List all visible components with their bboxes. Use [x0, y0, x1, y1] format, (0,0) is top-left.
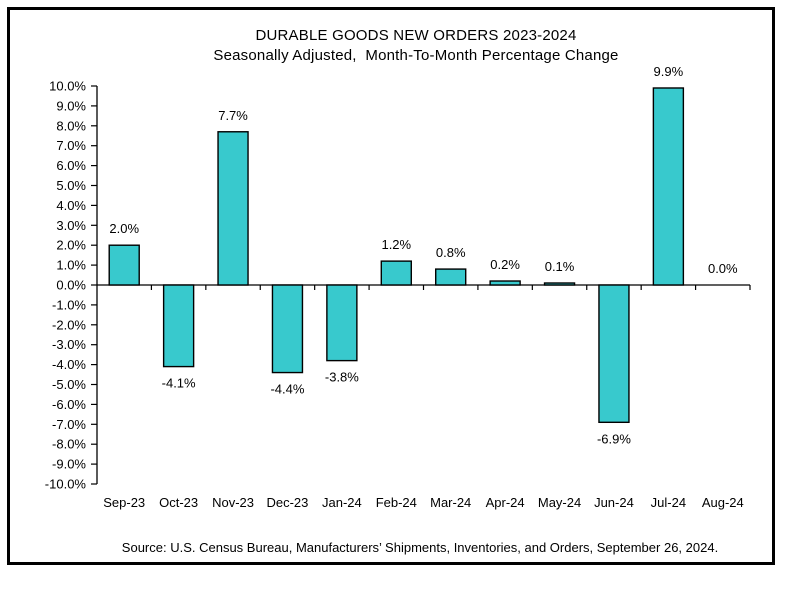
- bar-value-label: 0.1%: [545, 259, 575, 274]
- x-category-label: May-24: [538, 495, 581, 510]
- y-tick-label: 8.0%: [56, 118, 86, 133]
- y-tick-label: 2.0%: [56, 238, 86, 253]
- x-category-label: Jan-24: [322, 495, 362, 510]
- bar: [652, 87, 685, 286]
- x-category-label: Nov-23: [212, 495, 254, 510]
- y-tick-label: -8.0%: [52, 437, 86, 452]
- y-tick-label: -4.0%: [52, 357, 86, 372]
- chart-title: DURABLE GOODS NEW ORDERS 2023-2024: [255, 27, 577, 44]
- x-category-label: Mar-24: [430, 495, 471, 510]
- bar-value-label: -3.8%: [325, 370, 359, 385]
- bar: [435, 268, 467, 286]
- y-tick-label: -5.0%: [52, 377, 86, 392]
- bar-value-label: 0.8%: [436, 245, 466, 260]
- bar-value-label: -6.9%: [597, 431, 631, 446]
- bar-value-label: 2.0%: [109, 221, 139, 236]
- bar: [380, 260, 412, 286]
- x-category-label: Jun-24: [594, 495, 634, 510]
- bar-value-label: 7.7%: [218, 108, 248, 123]
- bar-value-label: 0.2%: [490, 257, 520, 272]
- bar: [326, 284, 358, 362]
- y-tick-label: -10.0%: [45, 477, 87, 492]
- y-tick-label: 9.0%: [56, 98, 86, 113]
- x-category-label: Feb-24: [376, 495, 417, 510]
- bar-value-label: -4.4%: [270, 382, 304, 397]
- y-tick-label: 6.0%: [56, 158, 86, 173]
- bar-value-label: 9.9%: [654, 64, 684, 79]
- y-tick-label: -1.0%: [52, 297, 86, 312]
- x-category-label: Aug-24: [702, 495, 744, 510]
- y-tick-label: -2.0%: [52, 317, 86, 332]
- bar: [217, 131, 249, 286]
- x-category-label: Apr-24: [486, 495, 525, 510]
- source-note: Source: U.S. Census Bureau, Manufacturer…: [121, 540, 719, 555]
- chart-subtitle: Seasonally Adjusted, Month-To-Month Perc…: [213, 47, 619, 64]
- y-tick-label: 0.0%: [56, 278, 86, 293]
- bar: [162, 284, 195, 368]
- y-tick-label: 10.0%: [49, 79, 86, 94]
- bar: [543, 282, 576, 286]
- chart-frame: [7, 7, 775, 565]
- y-tick-label: -3.0%: [52, 337, 86, 352]
- y-tick-label: -6.0%: [52, 397, 86, 412]
- y-tick-label: 5.0%: [56, 178, 86, 193]
- bar-value-label: 1.2%: [381, 237, 411, 252]
- y-tick-label: 7.0%: [56, 138, 86, 153]
- chart-title-block: DURABLE GOODS NEW ORDERS 2023-2024 Seaso…: [36, 26, 796, 66]
- y-tick-label: 4.0%: [56, 198, 86, 213]
- y-tick-label: -9.0%: [52, 457, 86, 472]
- x-category-label: Sep-23: [103, 495, 145, 510]
- bar: [598, 284, 630, 424]
- x-category-label: Jul-24: [651, 495, 686, 510]
- y-tick-label: -7.0%: [52, 417, 86, 432]
- bar: [489, 280, 521, 286]
- y-tick-label: 3.0%: [56, 218, 86, 233]
- bar: [271, 284, 304, 374]
- bar-value-label: 0.0%: [708, 261, 738, 276]
- bar: [108, 244, 140, 286]
- x-category-label: Oct-23: [159, 495, 198, 510]
- x-category-label: Dec-23: [266, 495, 308, 510]
- bar-value-label: -4.1%: [162, 376, 196, 391]
- y-tick-label: 1.0%: [56, 258, 86, 273]
